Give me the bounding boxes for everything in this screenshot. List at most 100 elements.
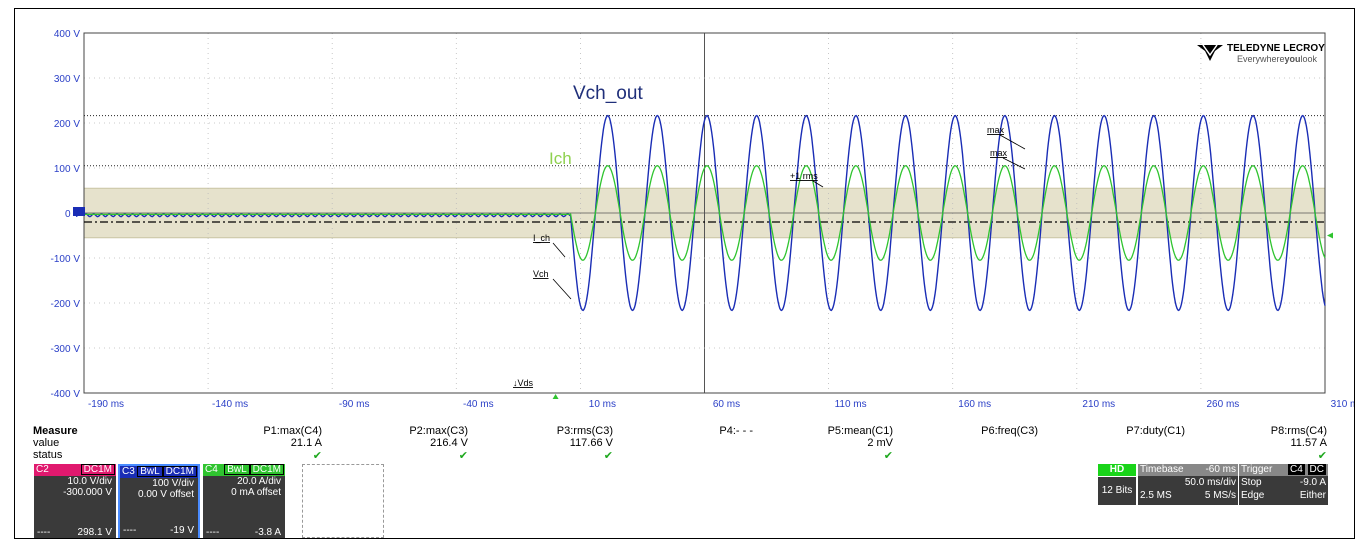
- x-tick-label: -90 ms: [339, 399, 370, 410]
- channel-zero-marker: [73, 207, 85, 216]
- channel-offset: -300.000 V: [63, 487, 112, 498]
- channel-foot-left: ----: [123, 525, 137, 536]
- timebase-box[interactable]: Timebase -60 ms 50.0 ms/div 2.5 MS 5 MS/…: [1138, 464, 1238, 505]
- measure-param-value: 117.66 V: [569, 437, 613, 449]
- x-tick-label: 310 ms: [1331, 399, 1355, 410]
- measure-param-name: P7:duty(C1): [1126, 425, 1185, 437]
- trigger-type: Edge: [1241, 490, 1265, 501]
- y-tick-label: 400 V: [54, 29, 80, 40]
- brand-name: TELEDYNE LECROY: [1227, 43, 1325, 54]
- y-tick-label: 100 V: [54, 164, 80, 175]
- channel-id: C4: [205, 464, 218, 475]
- trigger-channel: C4: [1287, 464, 1305, 475]
- x-tick-label: -190 ms: [88, 399, 124, 410]
- trigger-mode: Stop: [1241, 477, 1262, 488]
- vch-marker-label: Vch: [533, 269, 549, 279]
- x-tick-label: 110 ms: [835, 399, 867, 410]
- leader-line: [999, 134, 1026, 150]
- y-tick-label: 0 V: [65, 209, 80, 220]
- channel-coupling: DC1M: [162, 466, 197, 477]
- sample-count: 2.5 MS: [1140, 490, 1172, 501]
- measure-value-label: value: [33, 437, 60, 449]
- channel-foot-value: -19 V: [170, 525, 194, 536]
- trigger-coupling: DC: [1307, 464, 1326, 475]
- x-tick-label: 60 ms: [713, 399, 740, 410]
- status-ok-icon: ✔: [603, 450, 613, 462]
- x-tick-label: 10 ms: [589, 399, 616, 410]
- bandwidth-limit: BwL: [224, 464, 250, 475]
- max-label: max: [987, 125, 1005, 135]
- trigger-box[interactable]: Trigger C4 DC Stop -9.0 A Edge Either: [1239, 464, 1328, 505]
- channel-footer: ---- -19 V: [120, 524, 198, 538]
- timebase-delay: -60 ms: [1205, 464, 1236, 475]
- channel-id: C3: [122, 466, 135, 477]
- bandwidth-limit: BwL: [137, 466, 163, 477]
- channel-header: C4 BwL DC1M: [203, 464, 285, 476]
- leader-line: [812, 180, 824, 188]
- status-ok-icon: ✔: [458, 450, 468, 462]
- teledyne-logo-icon: [1197, 44, 1223, 61]
- brand-tagline: Everywhereyoulook: [1237, 54, 1317, 64]
- y-tick-label: -300 V: [51, 344, 81, 355]
- measure-param-value: 2 mV: [867, 437, 893, 449]
- x-tick-label: 160 ms: [958, 399, 991, 410]
- acquisition-panel[interactable]: HD 12 Bits Timebase -60 ms 50.0 ms/div 2…: [1098, 464, 1328, 506]
- measure-param-name: P4:- - -: [719, 425, 753, 437]
- trigger-slope: Either: [1299, 490, 1326, 501]
- empty-channel-slot[interactable]: [302, 464, 384, 538]
- channel-coupling: DC1M: [80, 464, 115, 475]
- channel-footer: ---- 298.1 V: [34, 526, 116, 538]
- status-ok-icon: ✔: [312, 450, 322, 462]
- y-tick-label: -100 V: [51, 254, 81, 265]
- measure-param-name: P1:max(C4): [263, 425, 322, 437]
- channel-offset: 0.00 V offset: [138, 489, 194, 500]
- y-tick-label: 200 V: [54, 119, 80, 130]
- measure-param-name: P5:mean(C1): [827, 425, 893, 437]
- timebase-tdiv: 50.0 ms/div: [1184, 477, 1236, 488]
- trigger-label: Trigger: [1241, 464, 1273, 475]
- status-ok-icon: ✔: [1317, 450, 1327, 462]
- sample-rate: 5 MS/s: [1204, 490, 1236, 501]
- channel-foot-left: ----: [206, 527, 220, 538]
- measure-param-value: 216.4 V: [430, 437, 468, 449]
- measure-param-value: 21.1 A: [290, 437, 322, 449]
- measure-param-name: P2:max(C3): [409, 425, 468, 437]
- trigger-level-marker: [1327, 232, 1333, 239]
- trigger-level: -9.0 A: [1299, 477, 1326, 488]
- channel-scale: 20.0 A/div: [237, 476, 281, 487]
- channel-box-c2[interactable]: C2 DC1M 10.0 V/div -300.000 V ---- 298.1 V: [34, 464, 116, 538]
- measure-param-name: P8:rms(C4): [1270, 425, 1327, 437]
- x-tick-label: -40 ms: [463, 399, 494, 410]
- max-label: max: [990, 148, 1008, 158]
- channel-offset: 0 mA offset: [231, 487, 281, 498]
- waveform-display: 400 V 300 V 200 V 100 V 0 V -100 V -200 V -300 …: [51, 29, 1355, 410]
- channel-coupling: DC1M: [249, 464, 284, 475]
- scope-window: 400 V 300 V 200 V 100 V 0 V -100 V -200 V -300 …: [14, 8, 1355, 539]
- series-line-ich: [84, 165, 1326, 261]
- tagline-part: look: [1300, 54, 1318, 64]
- ich-marker-label: I_ch: [533, 233, 550, 243]
- channel-box-c4[interactable]: C4 BwL DC1M 20.0 A/div 0 mA offset ---- -3.8 A: [203, 464, 285, 538]
- x-tick-label: -140 ms: [212, 399, 248, 410]
- leader-line: [1002, 157, 1026, 170]
- measure-param-value: 11.57 A: [1290, 437, 1328, 449]
- measure-param-name: P3:rms(C3): [556, 425, 613, 437]
- channel-header: C3 BwL DC1M: [120, 466, 198, 478]
- channel-footer: ---- -3.8 A: [203, 526, 285, 538]
- y-tick-label: -200 V: [51, 299, 81, 310]
- channel-foot-value: 298.1 V: [77, 527, 112, 538]
- leader-line: [552, 242, 566, 258]
- channel-box-c3[interactable]: C3 BwL DC1M 100 V/div 0.00 V offset ---- -19 V: [118, 464, 200, 538]
- channel-scale: 10.0 V/div: [67, 476, 112, 487]
- y-tick-label: -400 V: [51, 389, 81, 400]
- measure-param-name: P6:freq(C3): [981, 425, 1038, 437]
- status-ok-icon: ✔: [883, 450, 893, 462]
- channel-scale: 100 V/div: [152, 478, 194, 489]
- rms-label: +1 rms: [790, 171, 818, 181]
- bits-box: 12 Bits: [1098, 477, 1136, 505]
- measure-title: Measure: [33, 425, 78, 437]
- x-tick-label: 210 ms: [1082, 399, 1115, 410]
- tagline-bold: you: [1284, 54, 1301, 64]
- trigger-time-marker: [552, 394, 559, 399]
- channel-foot-left: ----: [37, 527, 51, 538]
